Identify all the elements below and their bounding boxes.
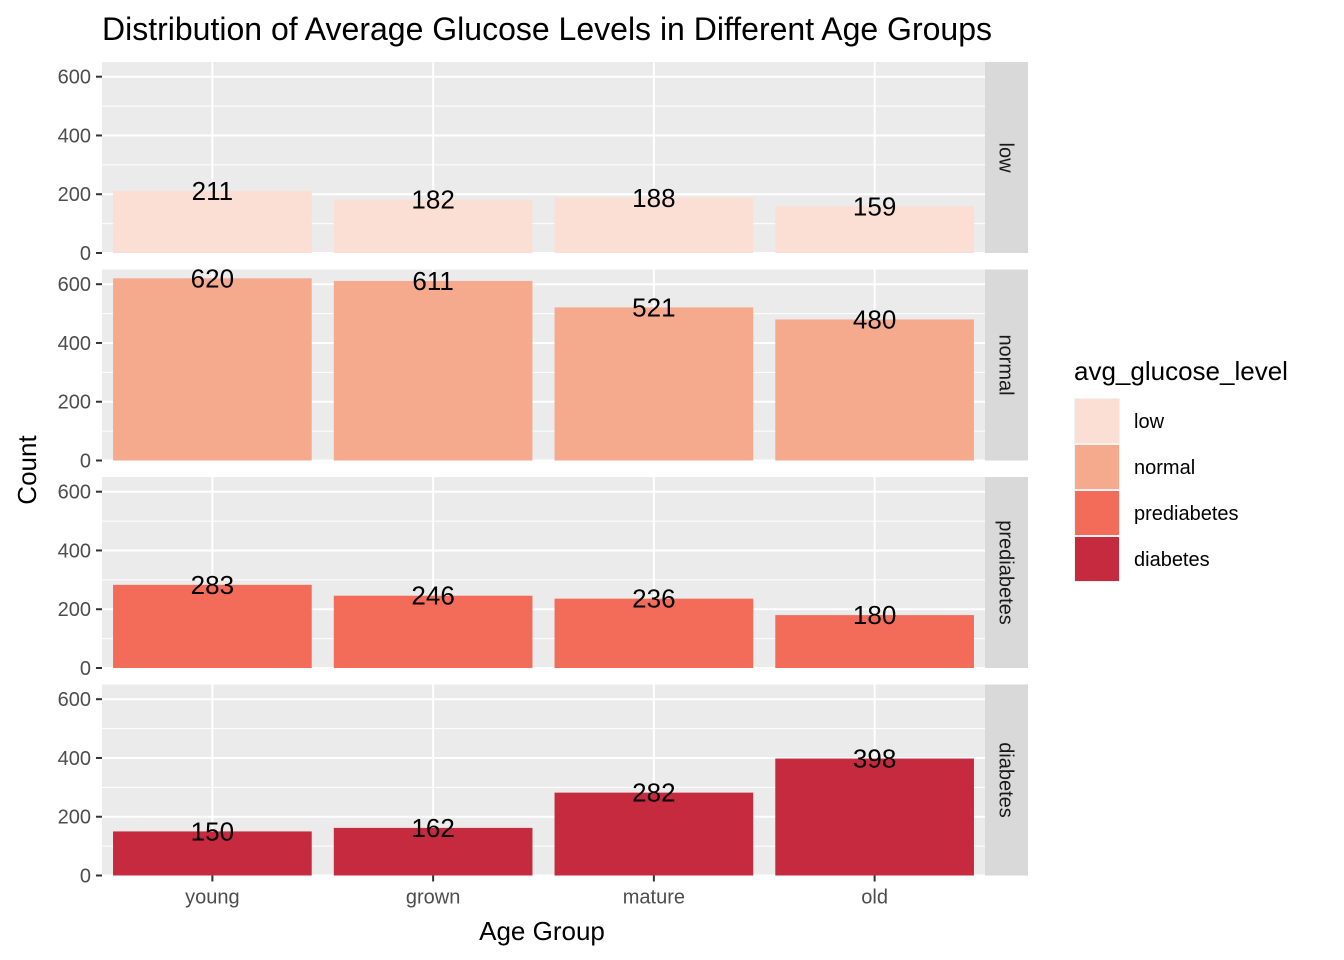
- facet-strip: [985, 684, 1028, 876]
- y-tick-label: 400: [58, 333, 91, 355]
- y-tick-label: 200: [58, 807, 91, 829]
- bar-low-mature: [554, 197, 754, 253]
- legend-items: low normal prediabetes diabetes: [1074, 398, 1239, 582]
- y-tick-label: 600: [58, 482, 91, 504]
- y-tick-label: 400: [58, 540, 91, 562]
- legend-key-normal: [1075, 445, 1119, 489]
- bar-value-label: 211: [192, 176, 233, 206]
- bar-diabetes-old: [775, 758, 974, 876]
- legend-label-diabetes: diabetes: [1134, 549, 1210, 571]
- bar-diabetes-young: [113, 831, 312, 876]
- facet-panel-low: 0 200 400 600 211 182 188 159 low: [58, 62, 1028, 265]
- bar-value-label: 283: [191, 570, 234, 600]
- legend-key-diabetes: [1075, 537, 1119, 581]
- y-tick-label: 200: [58, 599, 91, 621]
- y-axis-title: Count: [12, 435, 42, 505]
- bar-value-label: 611: [412, 266, 453, 296]
- y-tick-label: 600: [58, 274, 91, 296]
- x-tick-label: grown: [406, 887, 460, 909]
- bar-normal-grown: [333, 280, 533, 461]
- x-tick-label: young: [185, 887, 240, 909]
- bar-low-old: [775, 206, 974, 253]
- bar-value-label: 246: [411, 581, 454, 611]
- y-tick-label: 400: [58, 748, 91, 770]
- x-tick-label: old: [861, 887, 888, 909]
- x-axis-title: Age Group: [479, 916, 605, 946]
- bar-prediabetes-mature: [554, 598, 754, 668]
- facet-strip: [985, 477, 1028, 668]
- bar-value-label: 521: [632, 292, 675, 322]
- y-tick-label: 0: [80, 243, 91, 265]
- legend-label-prediabetes: prediabetes: [1134, 503, 1239, 525]
- bar-value-label: 480: [853, 304, 896, 334]
- bar-value-label: 159: [853, 191, 896, 221]
- bar-value-label: 236: [632, 584, 675, 614]
- legend-label-normal: normal: [1134, 457, 1195, 479]
- facet-strip-label: normal: [995, 334, 1017, 395]
- facet-strip-label: prediabetes: [995, 520, 1017, 625]
- y-tick-label: 200: [58, 392, 91, 414]
- legend-title: avg_glucose_level: [1074, 356, 1288, 386]
- y-tick-label: 0: [80, 451, 91, 473]
- y-tick-label: 600: [58, 689, 91, 711]
- y-tick-label: 0: [80, 658, 91, 680]
- bar-value-label: 398: [853, 744, 896, 774]
- bar-normal-old: [775, 319, 974, 461]
- bar-prediabetes-grown: [333, 595, 533, 668]
- facet-panel-diabetes: 0 200 400 600 150 162 282 398 diabetes: [58, 684, 1028, 888]
- bar-value-label: 180: [853, 600, 896, 630]
- facet-panel-normal: 0 200 400 600 620 611 521 480 normal: [58, 263, 1028, 473]
- bar-prediabetes-young: [113, 584, 312, 668]
- y-tick-label: 0: [80, 866, 91, 888]
- bar-normal-young: [113, 278, 312, 461]
- bar-prediabetes-old: [775, 615, 974, 668]
- facet-strip: [985, 269, 1028, 461]
- legend: avg_glucose_level low normal prediabetes di…: [1074, 356, 1288, 582]
- bar-value-label: 182: [411, 185, 454, 215]
- facet-panel-prediabetes: 0 200 400 600 283 246 236 180 prediabetes: [58, 477, 1028, 680]
- bar-value-label: 150: [191, 816, 234, 846]
- facet-strip: [985, 62, 1028, 253]
- bar-low-grown: [333, 199, 533, 253]
- y-tick-label: 200: [58, 184, 91, 206]
- facet-panels: 0 200 400 600 211 182 188 159 low 0 200 400 600 620 61…: [58, 62, 1028, 888]
- y-tick-label: 400: [58, 125, 91, 147]
- bar-diabetes-mature: [554, 792, 754, 876]
- facet-strip-label: low: [995, 142, 1017, 173]
- legend-key-prediabetes: [1075, 491, 1119, 535]
- x-tick-label: mature: [623, 887, 685, 909]
- bar-value-label: 188: [632, 183, 675, 213]
- chart-title: Distribution of Average Glucose Levels i…: [102, 11, 992, 47]
- bar-value-label: 282: [632, 778, 675, 808]
- legend-key-low: [1075, 399, 1119, 443]
- x-axis: young grown mature old: [185, 875, 888, 909]
- bar-value-label: 620: [191, 263, 234, 293]
- bar-normal-mature: [554, 307, 754, 461]
- bar-low-young: [113, 190, 312, 253]
- bar-value-label: 162: [411, 813, 454, 843]
- y-tick-label: 600: [58, 67, 91, 89]
- legend-label-low: low: [1134, 411, 1165, 433]
- bar-diabetes-grown: [333, 827, 533, 876]
- facet-strip-label: diabetes: [995, 742, 1017, 818]
